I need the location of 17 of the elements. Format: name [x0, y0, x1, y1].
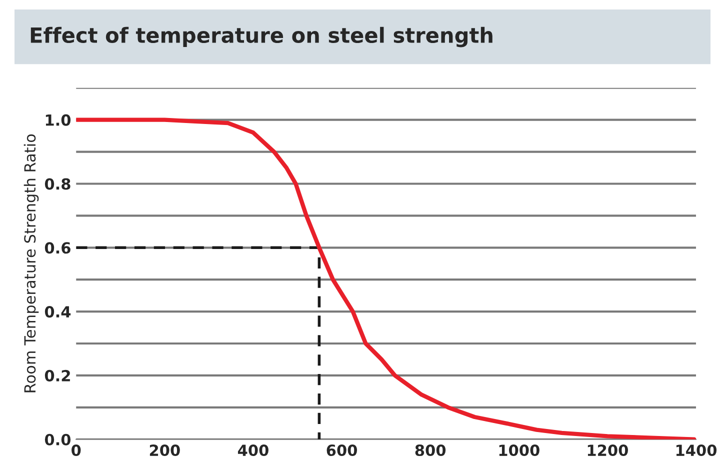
x-tick-label: 1200 — [588, 444, 628, 456]
y-tick-label: 0.2 — [44, 370, 70, 382]
y-tick-label: 0.6 — [44, 242, 70, 254]
y-axis-title: Room Temperature Strength Ratio — [24, 134, 39, 392]
y-tick-label: 0.0 — [44, 434, 71, 446]
line-series — [76, 118, 696, 440]
x-tick-label: 0 — [72, 444, 81, 456]
x-tick-label: 1400 — [676, 444, 717, 456]
x-tick-label: 600 — [326, 444, 357, 456]
x-tick-label: 800 — [415, 444, 446, 456]
x-tick-label: 400 — [238, 444, 268, 456]
chart-title: Effect of temperature on steel strength — [30, 26, 492, 48]
x-tick-label: 1000 — [499, 444, 540, 456]
x-tick-label: 200 — [150, 444, 180, 456]
y-tick-label: 0.8 — [44, 178, 70, 190]
y-tick-label: 0.4 — [44, 306, 71, 318]
y-tick-label: 1.0 — [46, 114, 71, 126]
